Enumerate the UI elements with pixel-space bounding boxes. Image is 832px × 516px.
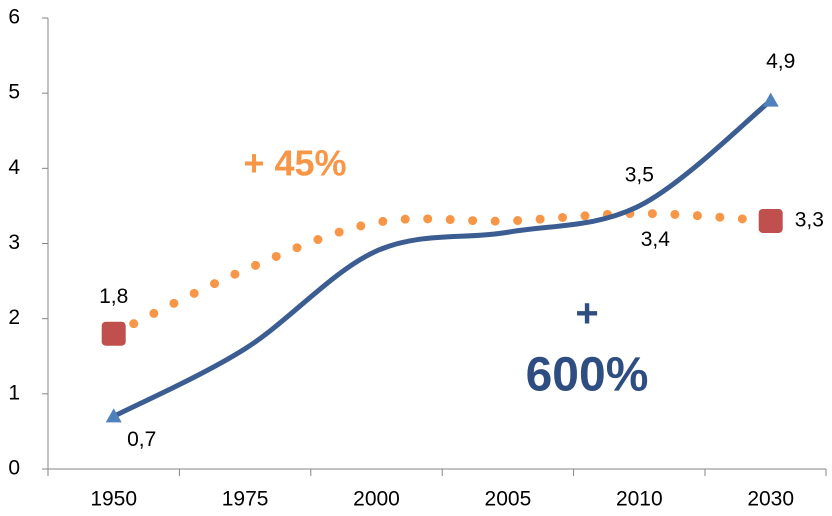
y-tick-label: 4 [8,156,20,179]
marker [762,92,779,107]
marker [101,321,126,346]
y-tick-label: 5 [8,81,20,104]
data-label: 3,4 [641,228,671,251]
data-label: 4,9 [766,50,795,73]
data-label: 3,3 [795,208,824,231]
y-tick-label: 3 [8,231,20,254]
data-label: 0,7 [127,428,156,451]
marker [105,408,122,423]
y-tick-label: 6 [8,6,20,29]
annotation: + 45% [243,143,346,184]
x-tick-label: 1975 [222,488,269,511]
data-label: 3,5 [625,163,654,186]
annotation: 600% [526,349,649,402]
x-tick-label: 2000 [353,488,400,511]
marker [758,208,783,233]
data-label: 1,8 [99,285,128,308]
y-tick-label: 1 [8,381,20,404]
y-tick-label: 2 [8,306,20,329]
x-tick-label: 2010 [616,488,663,511]
y-tick-label: 0 [8,457,20,480]
x-tick-label: 1950 [90,488,137,511]
series-line [112,98,773,419]
series-line [109,208,776,339]
annotation: + [575,292,598,336]
x-tick-label: 2005 [485,488,532,511]
x-tick-label: 2030 [747,488,794,511]
